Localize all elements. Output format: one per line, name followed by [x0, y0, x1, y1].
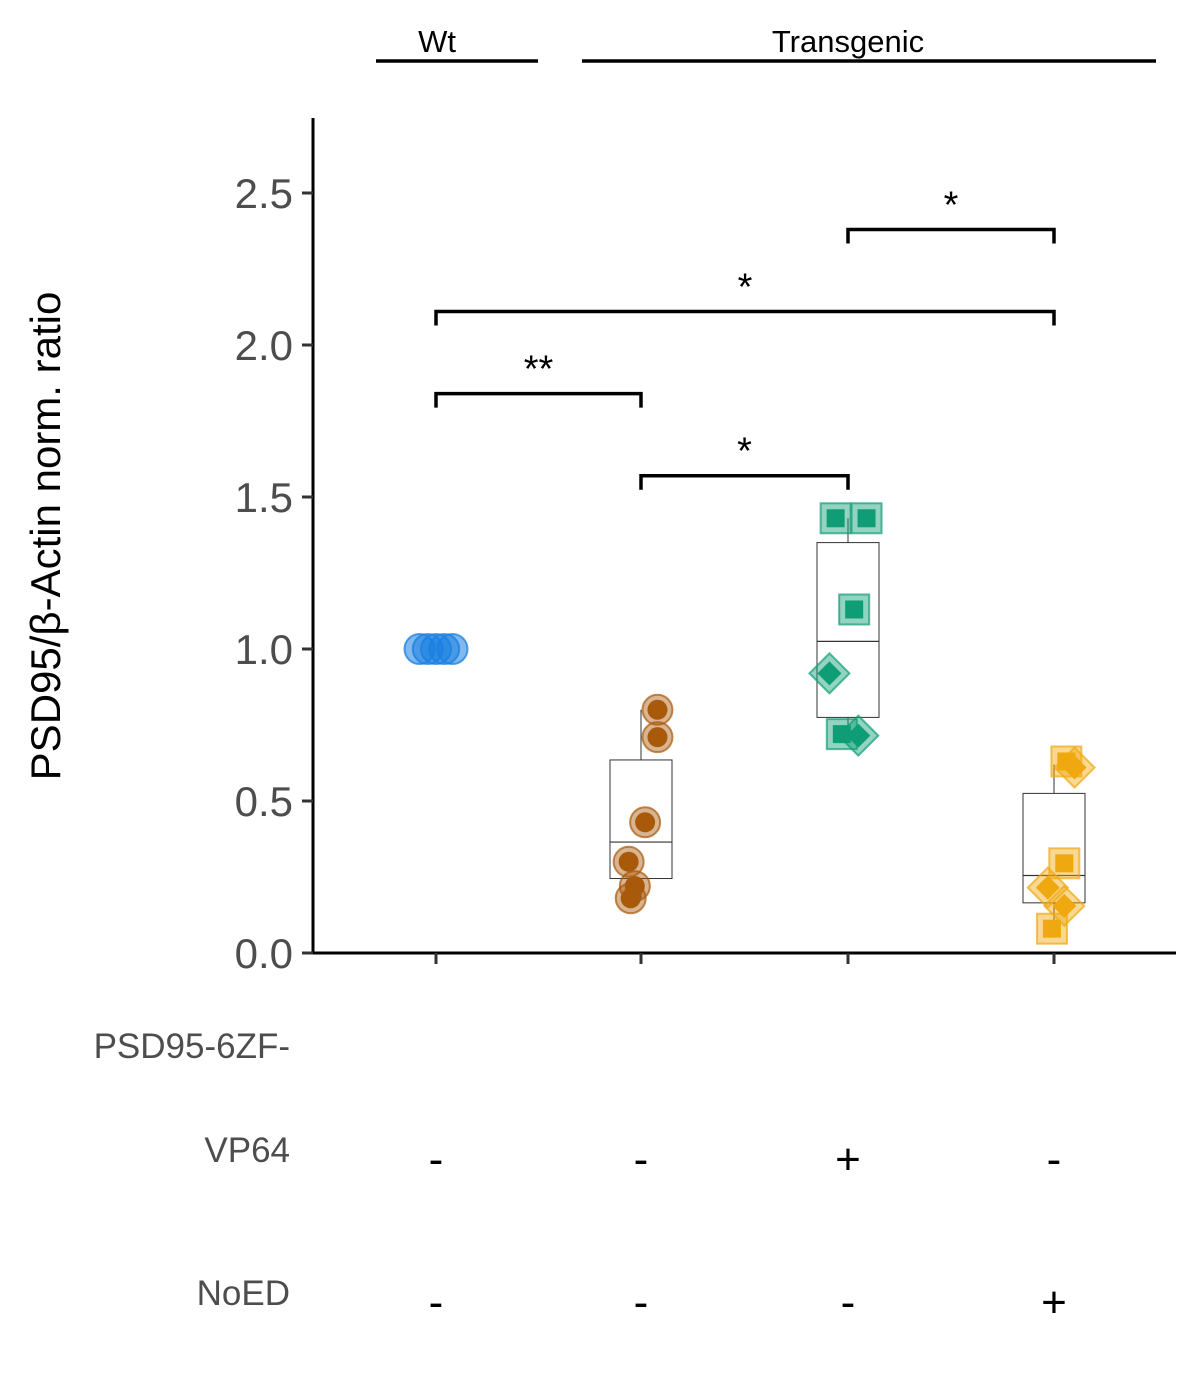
group-header-label: Wt [418, 24, 456, 59]
condition-value: - [634, 1135, 649, 1184]
y-tick-label: 2.5 [235, 170, 293, 217]
data-point [647, 699, 668, 720]
data-point [1042, 919, 1061, 938]
y-tick-label: 0.0 [235, 930, 293, 977]
condition-row-label: VP64 [204, 1131, 290, 1170]
data-point [832, 725, 851, 744]
data-point [845, 600, 864, 619]
condition-value: + [835, 1135, 861, 1184]
data-point [817, 661, 842, 686]
y-axis-label: PSD95/β-Actin norm. ratio [22, 292, 69, 781]
significance-bracket [434, 391, 643, 408]
significance-label: * [944, 184, 959, 226]
significance-label: ** [524, 349, 554, 391]
data-point [1035, 875, 1060, 900]
data-point [1055, 854, 1074, 873]
data-point [857, 509, 876, 528]
group-header-label: Transgenic [772, 24, 924, 59]
data-point-halo [1035, 912, 1068, 945]
condition-value: - [841, 1278, 856, 1327]
y-tick-label: 0.5 [235, 778, 293, 825]
box-iqr [816, 542, 880, 718]
significance-label: * [737, 431, 752, 473]
significance-label: * [738, 267, 753, 309]
data-point [618, 851, 639, 872]
significance-bracket [434, 309, 1056, 326]
data-point [635, 812, 656, 833]
condition-value: - [1047, 1135, 1062, 1184]
data-point [436, 633, 469, 665]
condition-table-header: PSD95-6ZF- [94, 1027, 290, 1066]
condition-row-label: NoED [197, 1274, 290, 1313]
condition-value: - [634, 1278, 649, 1327]
data-point [1062, 755, 1087, 780]
data-point [1052, 893, 1077, 918]
significance-bracket [639, 473, 850, 490]
condition-value: - [429, 1135, 444, 1184]
condition-value: + [1041, 1278, 1067, 1327]
y-tick-label: 1.0 [235, 626, 293, 673]
data-point [826, 509, 845, 528]
y-tick-label: 2.0 [235, 322, 293, 369]
data-point [647, 727, 668, 748]
data-point [846, 723, 871, 748]
data-point [620, 888, 641, 909]
y-tick-label: 1.5 [235, 474, 293, 521]
condition-value: - [429, 1278, 444, 1327]
significance-bracket [846, 227, 1056, 244]
